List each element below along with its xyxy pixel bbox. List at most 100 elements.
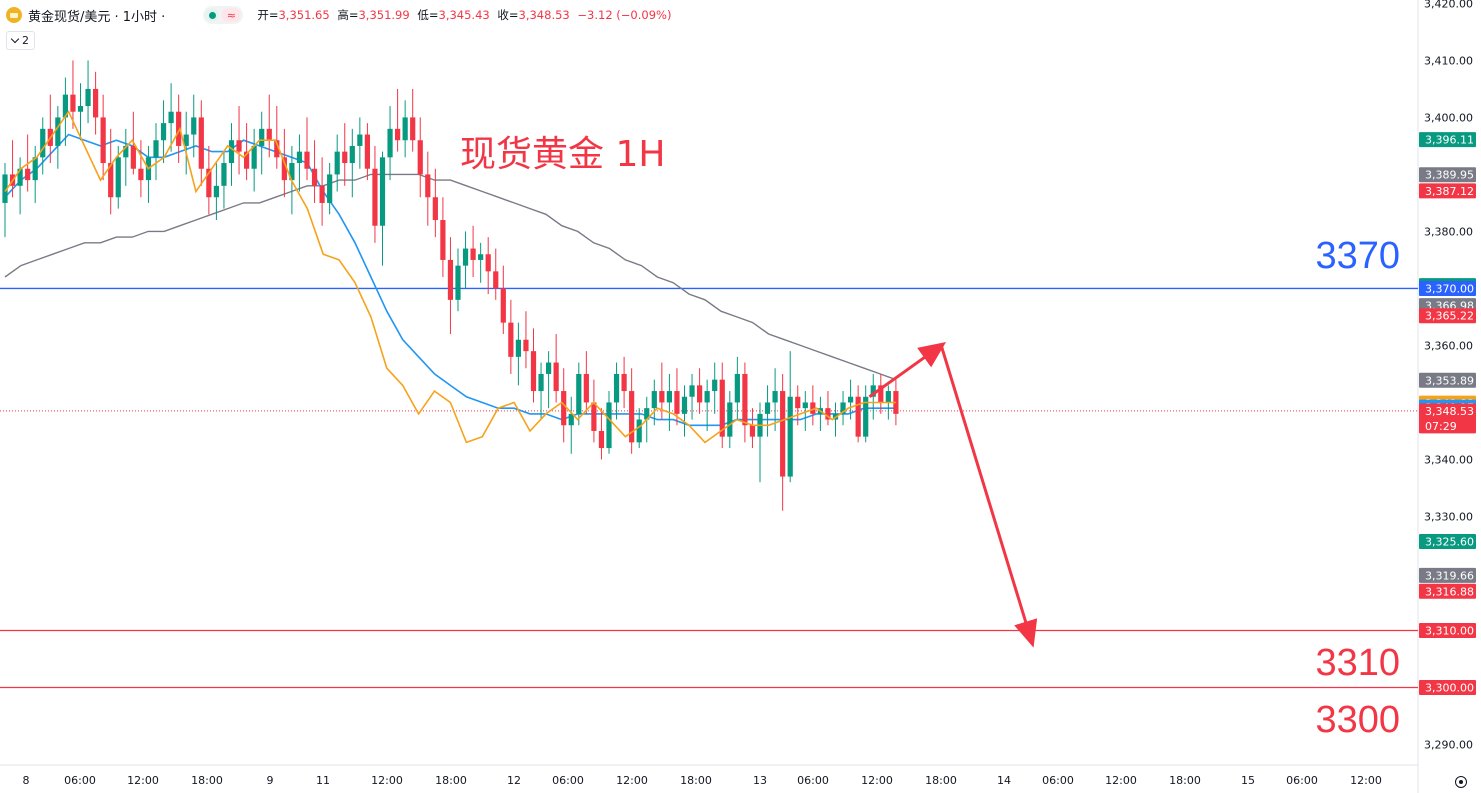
candle-body — [17, 168, 23, 186]
candle-body — [681, 396, 688, 414]
price-label-badge — [1419, 183, 1476, 199]
gold-coin-icon — [6, 7, 22, 23]
candle-body — [478, 254, 484, 260]
open-value: 3,351.65 — [278, 8, 330, 22]
candle-body — [764, 402, 771, 414]
candle-body — [742, 373, 748, 426]
candle-body — [462, 248, 469, 266]
indicators-toggle[interactable]: 2 — [6, 31, 35, 50]
candle-body — [447, 259, 454, 300]
candle-body — [802, 402, 808, 409]
x-tick-label: 9 — [267, 774, 274, 787]
high-value: 3,351.99 — [358, 8, 410, 22]
price-label-text: 3,396.11 — [1425, 134, 1474, 147]
close-value: 3,348.53 — [518, 8, 570, 22]
price-label-text: 3,348.53 — [1425, 405, 1474, 418]
candle-body — [402, 117, 408, 141]
price-label-badge — [1419, 403, 1476, 434]
candle-body — [508, 322, 514, 357]
candle-body — [636, 419, 642, 443]
candle-body — [123, 145, 129, 158]
candle-body — [364, 134, 370, 169]
price-label-badge — [1419, 167, 1476, 183]
x-tick-label: 06:00 — [1042, 774, 1074, 787]
y-tick-label: 3,290.00 — [1424, 738, 1473, 751]
candle-body — [470, 248, 476, 260]
candle-body — [576, 373, 582, 414]
candle-body — [334, 151, 340, 175]
price-label-badge — [1419, 280, 1476, 296]
candle-body — [228, 140, 235, 164]
x-tick-label: 12:00 — [616, 774, 648, 787]
candle-body — [651, 391, 657, 409]
chart-header: 黄金现货/美元 · 1小时 · ≈ 开=3,351.65 高=3,351.99 … — [6, 5, 671, 25]
candle-body — [568, 413, 574, 426]
candle-body — [425, 174, 431, 198]
candle-body — [304, 151, 310, 169]
candle-body — [417, 140, 423, 175]
x-tick-label: 12:00 — [371, 774, 403, 787]
candle-body — [93, 88, 99, 118]
candle-body — [855, 396, 861, 437]
candle-body — [621, 373, 627, 392]
y-tick-label: 3,380.00 — [1424, 225, 1473, 238]
candle-body — [281, 157, 287, 181]
forecast-arrow — [939, 345, 1038, 648]
candle-body — [885, 391, 891, 403]
x-tick-label: 06:00 — [797, 774, 829, 787]
candle-body — [198, 117, 204, 169]
market-open-icon — [205, 8, 220, 22]
x-tick-label: 18:00 — [680, 774, 712, 787]
candle-body — [342, 151, 348, 164]
price-label-text: 3,310.00 — [1425, 624, 1474, 637]
candle-body — [40, 128, 46, 158]
candle-body — [659, 391, 665, 403]
price-label-badge — [1419, 622, 1476, 638]
candle-body — [130, 145, 136, 169]
candle-body — [613, 373, 620, 403]
candle-body — [515, 339, 521, 357]
symbol-title[interactable]: 黄金现货/美元 · 1小时 · — [28, 9, 166, 25]
price-label-text: 3,365.22 — [1425, 310, 1474, 323]
candle-body — [62, 94, 68, 118]
candle-body — [108, 163, 114, 198]
candle-body — [727, 402, 733, 437]
price-label-text: 3,370.00 — [1425, 282, 1474, 295]
candle-body — [213, 185, 219, 198]
chart-title-annotation: 现货黄金 1H — [460, 134, 665, 175]
x-tick-label: 18:00 — [925, 774, 957, 787]
x-tick-label: 15 — [1241, 774, 1255, 787]
x-tick-label: 18:00 — [191, 774, 223, 787]
candle-body — [734, 373, 740, 403]
x-tick-label: 11 — [316, 774, 330, 787]
candle-body — [349, 145, 355, 164]
candle-body — [244, 151, 250, 169]
candle-body — [259, 128, 265, 146]
candle-body — [598, 430, 605, 449]
candle-body — [311, 168, 318, 186]
x-tick-label: 06:00 — [552, 774, 584, 787]
candle-body — [191, 117, 197, 135]
candle-body — [500, 288, 506, 323]
y-tick-label: 3,340.00 — [1424, 453, 1473, 466]
candle-body — [455, 265, 461, 300]
candle-body — [878, 385, 884, 403]
candle-body — [583, 373, 589, 403]
price-label-badge — [1419, 132, 1476, 148]
x-tick-label: 18:00 — [435, 774, 467, 787]
candle-body — [357, 134, 363, 146]
price-label-text: 3,300.00 — [1425, 681, 1474, 694]
x-tick-label: 12:00 — [861, 774, 893, 787]
candle-body — [772, 391, 778, 403]
candle-body — [296, 151, 303, 164]
x-tick-label: 06:00 — [1286, 774, 1318, 787]
price-label-text: 3,316.88 — [1425, 585, 1474, 598]
level-annotation-3370: 3370 — [1315, 235, 1400, 277]
candle-body — [644, 408, 650, 420]
market-status-pill[interactable]: ≈ — [203, 6, 244, 24]
x-tick-label: 13 — [753, 774, 767, 787]
settings-icon[interactable] — [1455, 776, 1467, 788]
candle-body — [719, 379, 725, 437]
x-tick-label: 14 — [997, 774, 1011, 787]
